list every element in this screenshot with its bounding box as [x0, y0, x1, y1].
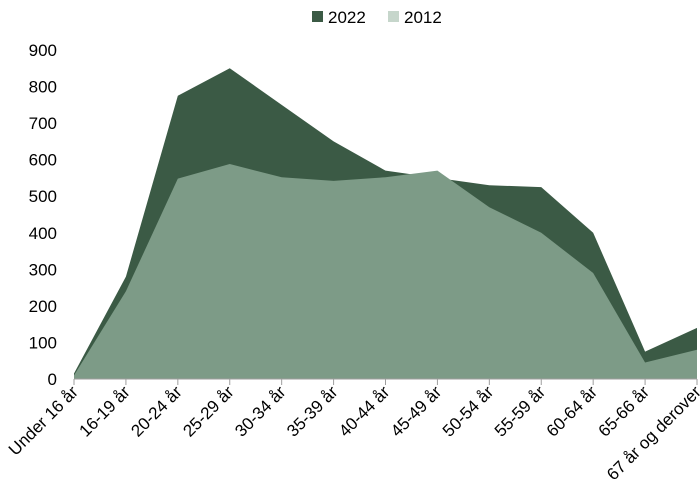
area-series-2012	[74, 164, 697, 379]
y-tick-label: 0	[48, 370, 57, 389]
x-tick-label: 40-44 år	[335, 382, 393, 440]
y-axis: 0 100 200 300 400 500 600 700 800 900	[29, 41, 57, 389]
x-tick-label: 50-54 år	[439, 382, 497, 440]
y-tick-label: 100	[29, 333, 57, 352]
x-tick-label: 60-64 år	[543, 382, 601, 440]
y-tick-label: 500	[29, 187, 57, 206]
legend-label-2012: 2012	[404, 8, 442, 27]
x-tick-label: 16-19 år	[76, 382, 134, 440]
y-tick-label: 700	[29, 114, 57, 133]
y-tick-label: 200	[29, 297, 57, 316]
x-tick-label: 55-59 år	[491, 382, 549, 440]
legend-label-2022: 2022	[328, 8, 366, 27]
y-tick-label: 400	[29, 224, 57, 243]
x-tick-label: 45-49 år	[387, 382, 445, 440]
plot-area	[74, 68, 697, 380]
x-tick-label: 25-29 år	[179, 382, 237, 440]
x-tick-label: 30-34 år	[231, 382, 289, 440]
y-tick-label: 300	[29, 260, 57, 279]
legend-marker-2022	[312, 11, 323, 22]
y-tick-label: 800	[29, 78, 57, 97]
legend-marker-2012	[388, 11, 399, 22]
x-tick-label: 67 år og derover	[603, 382, 700, 484]
legend: 2022 2012	[312, 8, 442, 27]
x-tick-label: 20-24 år	[127, 382, 185, 440]
y-tick-label: 600	[29, 151, 57, 170]
x-tick-label: Under 16 år	[5, 382, 82, 459]
x-tick-label: 35-39 år	[283, 382, 341, 440]
y-tick-label: 900	[29, 41, 57, 60]
